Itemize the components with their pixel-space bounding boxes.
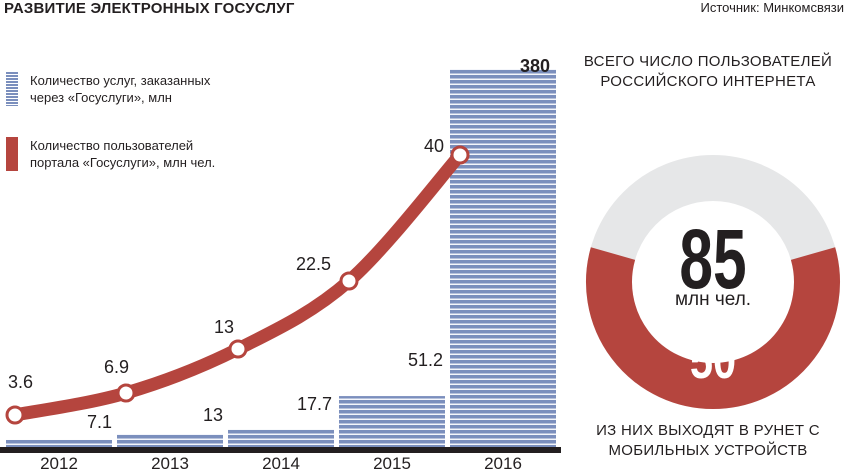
- bar-2014: [228, 429, 334, 447]
- users-point-2016: [450, 145, 470, 165]
- bar-value-label: 7.1: [87, 412, 112, 432]
- users-point-2014: [228, 339, 248, 359]
- donut-highlight-arc: [586, 247, 840, 409]
- users-point-2013: [116, 383, 136, 403]
- line-value-label: 22.5: [296, 254, 331, 274]
- legend-swatch-line: [6, 137, 18, 171]
- donut-highlight-value: 50: [690, 331, 736, 390]
- bar-2013: [117, 434, 223, 447]
- legend-label-users: Количество пользователей портала «Госусл…: [30, 138, 216, 170]
- donut-unit: млн чел.: [675, 289, 751, 310]
- x-tick-label: 2014: [262, 454, 300, 471]
- bar-2016: [450, 69, 556, 447]
- line-value-label: 6.9: [104, 357, 129, 377]
- source-note: Источник: Минкомсвязи: [700, 0, 844, 15]
- line-value-label: 40: [424, 136, 444, 156]
- donut-total-value: 85: [679, 212, 746, 306]
- bar-value-label: 13: [203, 405, 223, 425]
- x-tick-label: 2016: [484, 454, 522, 471]
- bar-value-label: 17.7: [297, 394, 332, 414]
- legend-swatch-bars: [6, 72, 18, 106]
- line-value-label: 13: [214, 317, 234, 337]
- users-point-2012: [5, 405, 25, 425]
- legend-label-services: Количество услуг, заказанных через «Госу…: [30, 73, 211, 105]
- bar-2012: [6, 439, 112, 447]
- x-tick-label: 2012: [40, 454, 78, 471]
- x-tick-label: 2013: [151, 454, 189, 471]
- line-value-label: 3.6: [8, 372, 33, 392]
- bar-2015: [339, 396, 445, 447]
- bar-value-label: 380: [520, 56, 550, 76]
- chart-title: РАЗВИТИЕ ЭЛЕКТРОННЫХ ГОСУСЛУГ: [4, 0, 295, 17]
- donut-title: ВСЕГО ЧИСЛО ПОЛЬЗОВАТЕЛЕЙ РОССИЙСКОГО ИН…: [583, 53, 833, 90]
- donut-caption: ИЗ НИХ ВЫХОДЯТ В РУНЕТ С МОБИЛЬНЫХ УСТРО…: [596, 422, 820, 459]
- users-line: [8, 148, 467, 422]
- users-point-2015: [339, 271, 359, 291]
- x-tick-label: 2015: [373, 454, 411, 471]
- x-axis-strip: [0, 447, 561, 453]
- bar-value-label: 51.2: [408, 350, 443, 370]
